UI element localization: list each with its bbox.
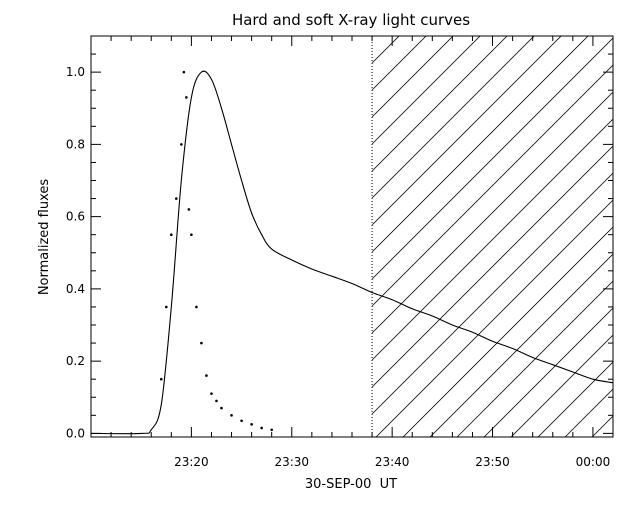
x-tick-label: 23:30	[274, 455, 309, 469]
hatch-line	[537, 361, 614, 437]
x-tick-label: 23:40	[375, 455, 410, 469]
hard-xray-point	[210, 392, 213, 395]
hatch-line	[372, 64, 614, 307]
hard-xray-point	[220, 406, 223, 410]
hard-xray-point	[260, 426, 263, 430]
hard-xray-point	[182, 70, 186, 74]
hatch-line	[372, 36, 427, 91]
y-axis: 0.0 0.2 0.4 0.6 0.8 1.0	[66, 35, 613, 440]
hatch-line	[372, 172, 614, 415]
soft-xray-curve	[90, 70, 614, 435]
hard-xray-point	[270, 428, 273, 432]
hatch-line	[372, 36, 508, 172]
hatch-line	[372, 36, 481, 145]
x-axis: 23:20 23:30 23:40 23:50 00:00	[90, 36, 614, 469]
x-tick-label: 23:20	[174, 455, 209, 469]
y-tick-label: 0.8	[66, 137, 85, 151]
hard-xray-point	[240, 419, 243, 423]
hatch-line	[372, 36, 454, 118]
hard-xray-point	[195, 305, 198, 309]
hatch-line	[372, 145, 614, 388]
hatch-line	[591, 415, 614, 437]
y-axis-label: Normalized fluxes	[37, 179, 52, 296]
hatch-line	[372, 37, 614, 280]
x-axis-label: 30-SEP-00 UT	[305, 477, 397, 492]
hatch-line	[372, 36, 562, 226]
hatch-line	[402, 226, 614, 437]
plot-frame	[90, 35, 614, 438]
hatch-line	[456, 280, 614, 437]
hard-xray-point	[250, 423, 253, 426]
y-tick-label: 0.0	[66, 426, 85, 440]
hatch-line	[372, 36, 589, 253]
chart-title: Hard and soft X-ray light curves	[232, 11, 470, 29]
series-layer	[90, 70, 614, 435]
hatch-line	[372, 36, 535, 199]
hard-xray-point	[170, 233, 173, 236]
x-tick-label: 00:00	[576, 455, 611, 469]
hatch-line	[372, 36, 400, 64]
y-tick-label: 0.6	[66, 210, 85, 224]
hatched-region	[372, 36, 640, 437]
hard-xray-point	[175, 197, 178, 200]
hatch-line	[372, 118, 614, 361]
hard-xray-points	[159, 70, 273, 432]
hard-xray-point	[164, 305, 168, 309]
y-tick-label: 0.4	[66, 282, 85, 296]
y-tick-label: 1.0	[66, 65, 85, 79]
hard-xray-point	[159, 377, 163, 381]
hatch-line	[429, 253, 614, 437]
hard-xray-point	[205, 374, 208, 377]
hard-xray-point	[215, 399, 218, 403]
hard-xray-point	[185, 96, 188, 99]
x-tick-label: 23:50	[475, 455, 510, 469]
hatch-line	[619, 36, 640, 437]
hatch-line	[483, 307, 614, 437]
hatch-line	[375, 199, 614, 437]
hatch-line	[372, 36, 373, 37]
hatch-line	[510, 334, 614, 437]
y-tick-label: 0.2	[66, 354, 85, 368]
hard-xray-point	[187, 208, 191, 211]
hard-xray-point	[190, 233, 193, 236]
hatch-line	[372, 91, 614, 334]
hard-xray-point	[230, 414, 233, 417]
hard-xray-point	[200, 341, 203, 345]
hard-xray-point	[180, 143, 183, 146]
